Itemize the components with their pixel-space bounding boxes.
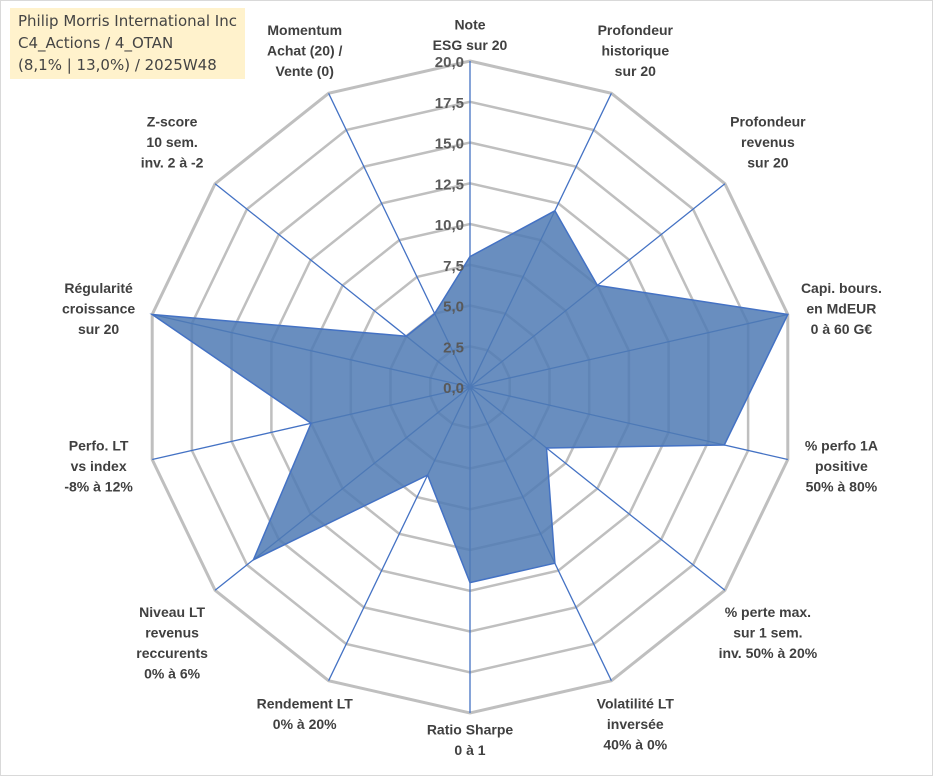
title-category: C4_Actions / 4_OTAN [18,34,174,52]
axis-label-line: Note [454,17,485,33]
axis-label-line: 40% à 0% [603,736,667,752]
axis-label-line: 50% à 80% [806,478,878,494]
axis-label: Niveau LT revenus reccurents 0% à 6% [136,604,208,682]
axis-label: Régularité croissance sur 20 [62,280,135,337]
axis-label-line: sur 20 [78,321,119,337]
series-area [149,209,789,584]
axis-label-line: Niveau LT [139,604,205,620]
tick-labels: 0,0 2,5 5,0 7,5 10,0 12,5 15,0 17,5 20,0 [435,54,464,397]
tick-label: 5,0 [443,299,464,316]
axis-label: % perte max. sur 1 sem. inv. 50% à 20% [719,604,818,661]
axis-label-line: -8% à 12% [64,478,133,494]
axis-label-line: Régularité [64,280,133,296]
tick-label: 17,5 [435,95,464,112]
axis-label: Capi. bours. en MdEUR 0 à 60 G€ [801,280,882,337]
axis-label-line: 10 sem. [146,134,197,150]
axis-label-line: % perfo 1A [805,437,878,453]
axis-label-line: sur 1 sem. [733,624,802,640]
axis-label: Z-score 10 sem. inv. 2 à -2 [141,114,204,171]
axis-label-line: revenus [145,624,199,640]
chart-title: Philip Morris International Inc C4_Actio… [10,8,245,79]
axis-label-line: Perfo. LT [69,437,129,453]
axis-label-line: 0 à 60 G€ [811,321,873,337]
axis-label-line: Profondeur [730,114,806,130]
axis-label-line: inv. 50% à 20% [719,645,818,661]
axis-label-line: Rendement LT [257,695,354,711]
axis-label: Volatilité LT inversée 40% à 0% [597,695,675,752]
title-stats: (8,1% | 13,0%) / 2025W48 [18,56,217,74]
axis-label-line: positive [815,458,868,474]
axis-label-line: 0% à 6% [144,665,201,681]
tick-label: 2,5 [443,339,464,356]
axis-label-line: inversée [607,716,664,732]
axis-label: Momentum Achat (20) / Vente (0) [267,22,343,79]
data-series [149,209,789,584]
axis-label: Note ESG sur 20 [433,17,508,54]
axis-label-line: Momentum [267,22,342,38]
axis-label-line: Profondeur [598,22,674,38]
title-company: Philip Morris International Inc [18,12,237,30]
axis-label-line: historique [601,43,669,59]
axis-label-line: Ratio Sharpe [427,722,514,738]
axis-label-line: Achat (20) / [267,43,343,59]
axis-label-line: inv. 2 à -2 [141,155,204,171]
axis-label: Profondeur historique sur 20 [598,22,674,79]
axis-label-line: en MdEUR [806,301,876,317]
axis-label-line: croissance [62,301,135,317]
axis-label-line: Z-score [147,114,198,130]
axis-label-line: Vente (0) [276,63,334,79]
axis-label-line: 0% à 20% [273,716,337,732]
axis-label: Rendement LT 0% à 20% [257,695,354,732]
axis-label: Ratio Sharpe 0 à 1 [427,722,514,759]
tick-label: 12,5 [435,176,464,193]
axis-labels: Note ESG sur 20 Profondeur historique sur 20… [62,17,882,759]
axis-label: Perfo. LT vs index -8% à 12% [64,437,133,494]
axis-label-line: reccurents [136,645,208,661]
axis-label-line: % perte max. [725,604,811,620]
tick-label: 0,0 [443,380,464,397]
axis-label-line: ESG sur 20 [433,37,508,53]
axis-label-line: vs index [71,458,127,474]
axis-label: Profondeur revenus sur 20 [730,114,806,171]
axis-label-line: revenus [741,134,795,150]
axis-label-line: Volatilité LT [597,695,675,711]
axis-label-line: Capi. bours. [801,280,882,296]
tick-label: 20,0 [435,54,464,71]
tick-label: 10,0 [435,217,464,234]
tick-label: 15,0 [435,136,464,153]
tick-label: 7,5 [443,258,464,275]
axis-label-line: 0 à 1 [454,742,485,758]
axis-label-line: sur 20 [615,63,656,79]
axis-label: % perfo 1A positive 50% à 80% [805,437,878,494]
axis-label-line: sur 20 [747,155,788,171]
